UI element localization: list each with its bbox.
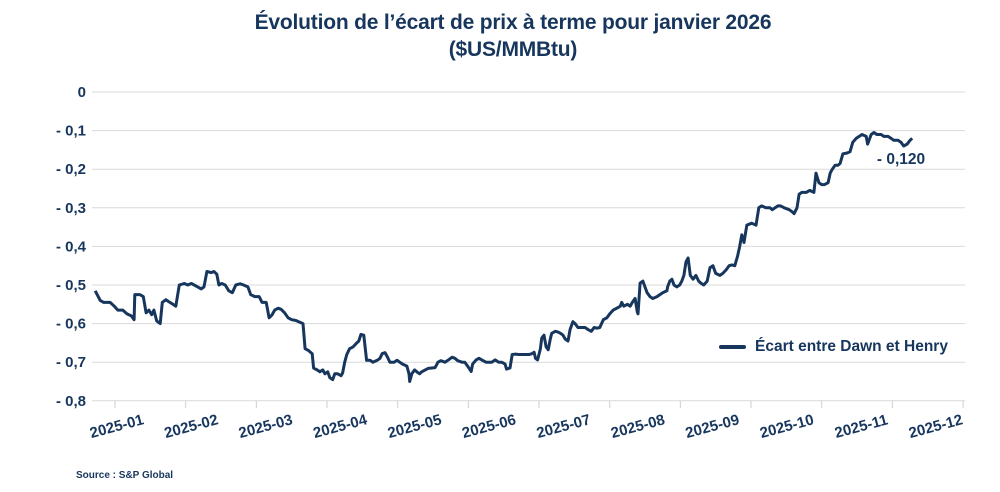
chart-title-line1: Évolution de l’écart de prix à terme pou… <box>254 11 772 34</box>
legend-label: Écart entre Dawn et Henry <box>755 338 948 355</box>
y-axis-label: - 0,6 <box>56 316 86 333</box>
y-axis-label: - 0,5 <box>56 277 86 294</box>
x-axis-label: 2025-10 <box>758 411 816 442</box>
source-note: Source : S&P Global <box>76 470 174 481</box>
y-axis-label: 0 <box>78 84 86 101</box>
x-axis-label: 2025-09 <box>684 411 742 442</box>
x-axis-label: 2025-11 <box>833 411 890 441</box>
legend-line-swatch <box>719 345 746 349</box>
x-axis-label: 2025-01 <box>88 411 146 442</box>
chart-title: Évolution de l’écart de prix à terme pou… <box>26 9 1000 63</box>
y-axis-label: - 0,4 <box>56 238 87 255</box>
x-axis-label: 2025-02 <box>162 411 220 442</box>
legend: Écart entre Dawn et Henry <box>719 338 948 356</box>
chart-title-line2: ($US/MMBtu) <box>448 38 578 61</box>
series-line <box>93 131 914 383</box>
x-axis-label: 2025-04 <box>311 411 369 442</box>
y-axis-label: - 0,7 <box>56 354 86 371</box>
x-axis-label: 2025-03 <box>237 411 295 442</box>
y-axis-label: - 0,2 <box>56 161 86 178</box>
x-axis-label: 2025-06 <box>460 411 518 442</box>
x-axis-label: 2025-08 <box>609 411 667 442</box>
last-value-annotation: - 0,120 <box>876 151 926 168</box>
y-axis-label: - 0,8 <box>56 393 86 410</box>
x-axis-label: 2025-05 <box>386 411 444 442</box>
x-axis-label: 2025-12 <box>907 411 965 442</box>
y-axis-label: - 0,1 <box>56 123 86 140</box>
x-axis-label: 2025-07 <box>535 411 593 442</box>
y-axis-label: - 0,3 <box>56 200 86 217</box>
